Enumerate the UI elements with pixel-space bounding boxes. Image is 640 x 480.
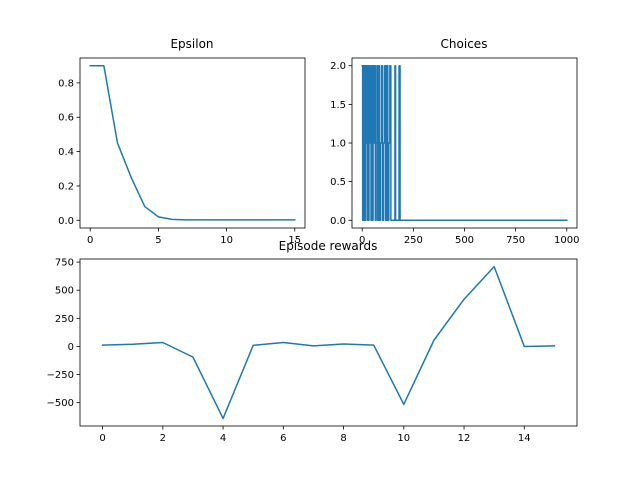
epsilon-xtick-label: 15 xyxy=(288,235,301,246)
choices-subplot: Choices 0 250 500 750 1000 0.0 0.5 1.0 1.5 2.0 xyxy=(330,37,579,246)
rewards-ytick-label: 0 xyxy=(68,342,74,353)
rewards-xtick-label: 4 xyxy=(220,433,226,444)
epsilon-xtick-label: 5 xyxy=(155,235,161,246)
rewards-xtick-label: 8 xyxy=(340,433,346,444)
rewards-xtick-label: 0 xyxy=(99,433,105,444)
choices-xtick-label: 750 xyxy=(506,235,525,246)
rewards-xtick-label: 12 xyxy=(458,433,471,444)
epsilon-ytick-label: 0.6 xyxy=(58,113,74,124)
epsilon-ytick-label: 0.0 xyxy=(58,216,74,227)
rewards-xtick-label: 14 xyxy=(518,433,531,444)
choices-xtick-label: 1000 xyxy=(554,235,579,246)
choices-ytick-label: 1.5 xyxy=(330,100,346,111)
epsilon-series-line xyxy=(89,64,296,221)
choices-xtick-label: 250 xyxy=(404,235,423,246)
rewards-axes-frame xyxy=(79,258,578,427)
rewards-ytick-label: −250 xyxy=(47,370,74,381)
rewards-xtick-label: 2 xyxy=(160,433,166,444)
epsilon-subplot: Epsilon 0 5 10 15 0.0 0.2 0.4 0.6 0.8 xyxy=(58,37,306,246)
epsilon-ytick-label: 0.2 xyxy=(58,181,74,192)
epsilon-ytick-label: 0.8 xyxy=(58,78,74,89)
rewards-ytick-label: 500 xyxy=(55,286,74,297)
choices-series-line xyxy=(361,64,568,222)
choices-ytick-label: 2.0 xyxy=(330,61,346,72)
choices-ytick-label: 1.0 xyxy=(330,139,346,150)
choices-xtick-label: 0 xyxy=(359,235,365,246)
rewards-series-line xyxy=(101,265,556,420)
choices-ytick-label: 0.0 xyxy=(330,216,346,227)
rewards-ytick-label: 750 xyxy=(55,258,74,269)
epsilon-xtick-label: 0 xyxy=(87,235,93,246)
rewards-ytick-label: 250 xyxy=(55,314,74,325)
epsilon-xtick-label: 10 xyxy=(220,235,233,246)
choices-xtick-label: 500 xyxy=(455,235,474,246)
rewards-xtick-label: 6 xyxy=(280,433,286,444)
choices-title: Choices xyxy=(441,37,488,51)
epsilon-axes-frame xyxy=(79,57,306,229)
episode-rewards-title: Episode rewards xyxy=(279,239,378,253)
episode-rewards-subplot: Episode rewards 0 2 4 6 8 10 12 14 −500 −250 0 250 5… xyxy=(47,239,578,444)
epsilon-title: Epsilon xyxy=(170,37,213,51)
epsilon-ytick-label: 0.4 xyxy=(58,147,74,158)
rewards-ytick-label: −500 xyxy=(47,398,74,409)
choices-ytick-label: 0.5 xyxy=(330,177,346,188)
rewards-xtick-label: 10 xyxy=(397,433,410,444)
